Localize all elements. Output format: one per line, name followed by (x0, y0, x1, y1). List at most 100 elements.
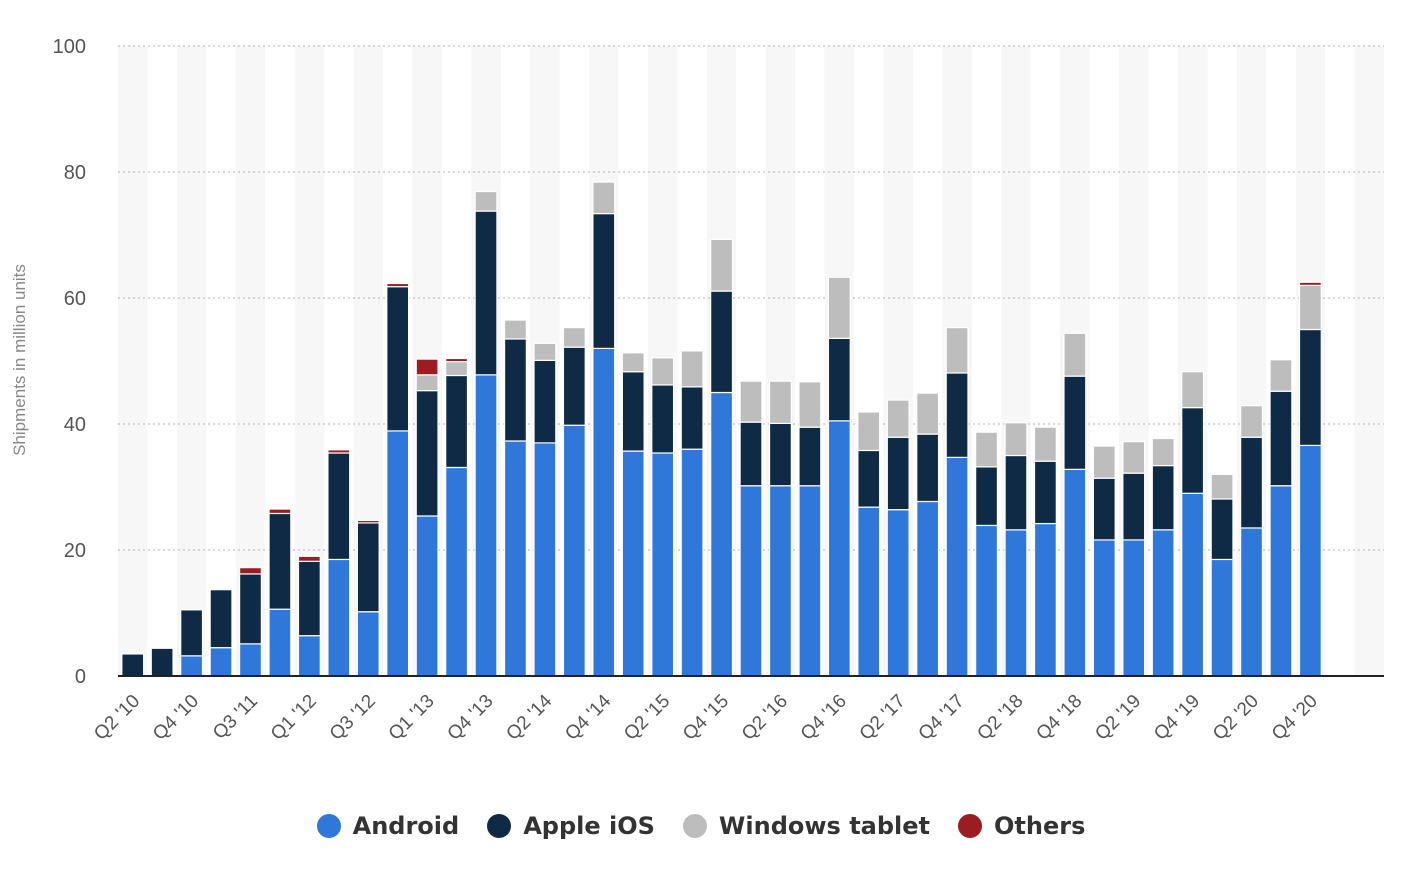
bar-segment-apple-ios[interactable] (1240, 436, 1264, 529)
bar-stack[interactable] (533, 342, 557, 677)
bar-stack[interactable] (1240, 405, 1264, 677)
bar-stack[interactable] (386, 282, 410, 677)
bar-segment-others[interactable] (238, 567, 262, 575)
bar-stack[interactable] (1210, 473, 1234, 677)
bar-segment-android[interactable] (710, 391, 734, 677)
bar-segment-others[interactable] (415, 358, 439, 376)
bar-stack[interactable] (680, 350, 704, 677)
bar-segment-apple-ios[interactable] (415, 390, 439, 517)
bar-segment-android[interactable] (1181, 492, 1205, 677)
bar-segment-apple-ios[interactable] (886, 436, 910, 511)
bar-stack[interactable] (1269, 359, 1293, 677)
bar-segment-apple-ios[interactable] (209, 589, 233, 649)
bar-segment-android[interactable] (1063, 468, 1087, 677)
bar-segment-android[interactable] (297, 635, 321, 677)
bar-segment-windows-tablet[interactable] (533, 342, 557, 361)
bar-segment-apple-ios[interactable] (1298, 328, 1322, 447)
bar-segment-windows-tablet[interactable] (1269, 359, 1293, 392)
bar-segment-apple-ios[interactable] (710, 290, 734, 394)
bar-segment-apple-ios[interactable] (386, 286, 410, 432)
bar-stack[interactable] (945, 327, 969, 677)
bar-segment-apple-ios[interactable] (1269, 390, 1293, 487)
bar-segment-android[interactable] (533, 442, 557, 677)
bar-segment-android[interactable] (1210, 558, 1234, 677)
bar-segment-others[interactable] (327, 449, 351, 454)
bar-stack[interactable] (1004, 422, 1028, 677)
bar-segment-apple-ios[interactable] (975, 466, 999, 527)
bar-segment-apple-ios[interactable] (827, 337, 851, 422)
legend-item-android[interactable]: Android (316, 812, 459, 840)
bar-stack[interactable] (150, 647, 174, 677)
bar-segment-windows-tablet[interactable] (739, 380, 763, 423)
bar-segment-windows-tablet[interactable] (916, 392, 940, 435)
bar-segment-android[interactable] (886, 509, 910, 677)
bar-segment-android[interactable] (827, 420, 851, 677)
bar-segment-android[interactable] (503, 440, 527, 677)
bar-segment-apple-ios[interactable] (621, 371, 645, 452)
bar-segment-apple-ios[interactable] (1063, 375, 1087, 470)
bar-stack[interactable] (327, 449, 351, 677)
bar-segment-others[interactable] (386, 282, 410, 288)
bar-segment-apple-ios[interactable] (356, 522, 380, 613)
bar-segment-apple-ios[interactable] (474, 210, 498, 376)
bar-segment-android[interactable] (1269, 485, 1293, 677)
bar-segment-android[interactable] (415, 515, 439, 677)
bar-segment-apple-ios[interactable] (768, 422, 792, 487)
legend-item-windows-tablet[interactable]: Windows tablet (682, 812, 930, 840)
bar-segment-windows-tablet[interactable] (562, 327, 586, 348)
bar-segment-android[interactable] (592, 347, 616, 677)
bar-stack[interactable] (1151, 437, 1175, 677)
bar-stack[interactable] (886, 399, 910, 677)
bar-segment-android[interactable] (474, 374, 498, 677)
bar-segment-apple-ios[interactable] (1004, 454, 1028, 531)
bar-segment-others[interactable] (356, 519, 380, 524)
bar-segment-apple-ios[interactable] (238, 573, 262, 645)
bar-segment-android[interactable] (739, 485, 763, 677)
bar-stack[interactable] (415, 358, 439, 677)
bar-stack[interactable] (180, 609, 204, 677)
bar-stack[interactable] (768, 380, 792, 677)
bar-stack[interactable] (503, 319, 527, 677)
bar-segment-windows-tablet[interactable] (945, 327, 969, 374)
bar-segment-apple-ios[interactable] (739, 421, 763, 487)
bar-segment-apple-ios[interactable] (533, 359, 557, 444)
bar-segment-apple-ios[interactable] (592, 212, 616, 350)
bar-segment-windows-tablet[interactable] (592, 181, 616, 215)
bar-segment-android[interactable] (209, 647, 233, 677)
bar-segment-apple-ios[interactable] (562, 346, 586, 426)
bar-segment-others[interactable] (297, 555, 321, 562)
bar-segment-windows-tablet[interactable] (1181, 371, 1205, 409)
bar-stack[interactable] (1092, 445, 1116, 677)
bar-segment-apple-ios[interactable] (1151, 464, 1175, 531)
bar-segment-apple-ios[interactable] (503, 338, 527, 442)
bar-segment-apple-ios[interactable] (1092, 477, 1116, 541)
bar-segment-apple-ios[interactable] (916, 433, 940, 503)
bar-segment-windows-tablet[interactable] (857, 411, 881, 452)
bar-segment-apple-ios[interactable] (857, 449, 881, 508)
bar-segment-android[interactable] (1122, 539, 1146, 677)
bar-segment-android[interactable] (857, 506, 881, 677)
bar-segment-others[interactable] (1298, 281, 1322, 286)
bar-stack[interactable] (1181, 371, 1205, 677)
bar-segment-apple-ios[interactable] (1033, 460, 1057, 525)
bar-stack[interactable] (916, 392, 940, 677)
bar-stack[interactable] (297, 555, 321, 677)
bar-segment-windows-tablet[interactable] (1122, 441, 1146, 474)
bar-stack[interactable] (1033, 426, 1057, 677)
bar-segment-windows-tablet[interactable] (503, 319, 527, 340)
bar-segment-android[interactable] (386, 430, 410, 677)
bar-stack[interactable] (356, 519, 380, 677)
bar-segment-apple-ios[interactable] (1181, 407, 1205, 494)
bar-segment-apple-ios[interactable] (268, 512, 292, 610)
bar-stack[interactable] (592, 181, 616, 677)
bar-stack[interactable] (798, 381, 822, 677)
bar-segment-android[interactable] (445, 466, 469, 677)
bar-segment-windows-tablet[interactable] (1240, 405, 1264, 438)
bar-segment-android[interactable] (238, 643, 262, 677)
bar-segment-android[interactable] (975, 524, 999, 677)
bar-segment-apple-ios[interactable] (445, 374, 469, 469)
bar-segment-windows-tablet[interactable] (445, 361, 469, 377)
bar-stack[interactable] (1063, 332, 1087, 677)
bar-segment-windows-tablet[interactable] (798, 381, 822, 428)
bar-stack[interactable] (1122, 441, 1146, 677)
